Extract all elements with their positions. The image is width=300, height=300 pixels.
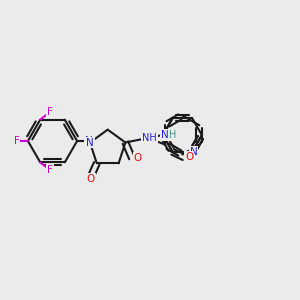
Text: H: H <box>169 130 176 140</box>
Text: N: N <box>160 130 168 140</box>
Text: NH: NH <box>142 133 157 143</box>
Text: N: N <box>190 147 197 157</box>
Text: F: F <box>14 136 20 146</box>
Text: O: O <box>185 152 194 162</box>
Text: O: O <box>134 153 142 163</box>
Text: N: N <box>85 136 92 146</box>
Text: F: F <box>47 165 53 175</box>
Text: F: F <box>47 107 53 117</box>
Text: O: O <box>87 174 95 184</box>
Text: N: N <box>86 137 94 148</box>
